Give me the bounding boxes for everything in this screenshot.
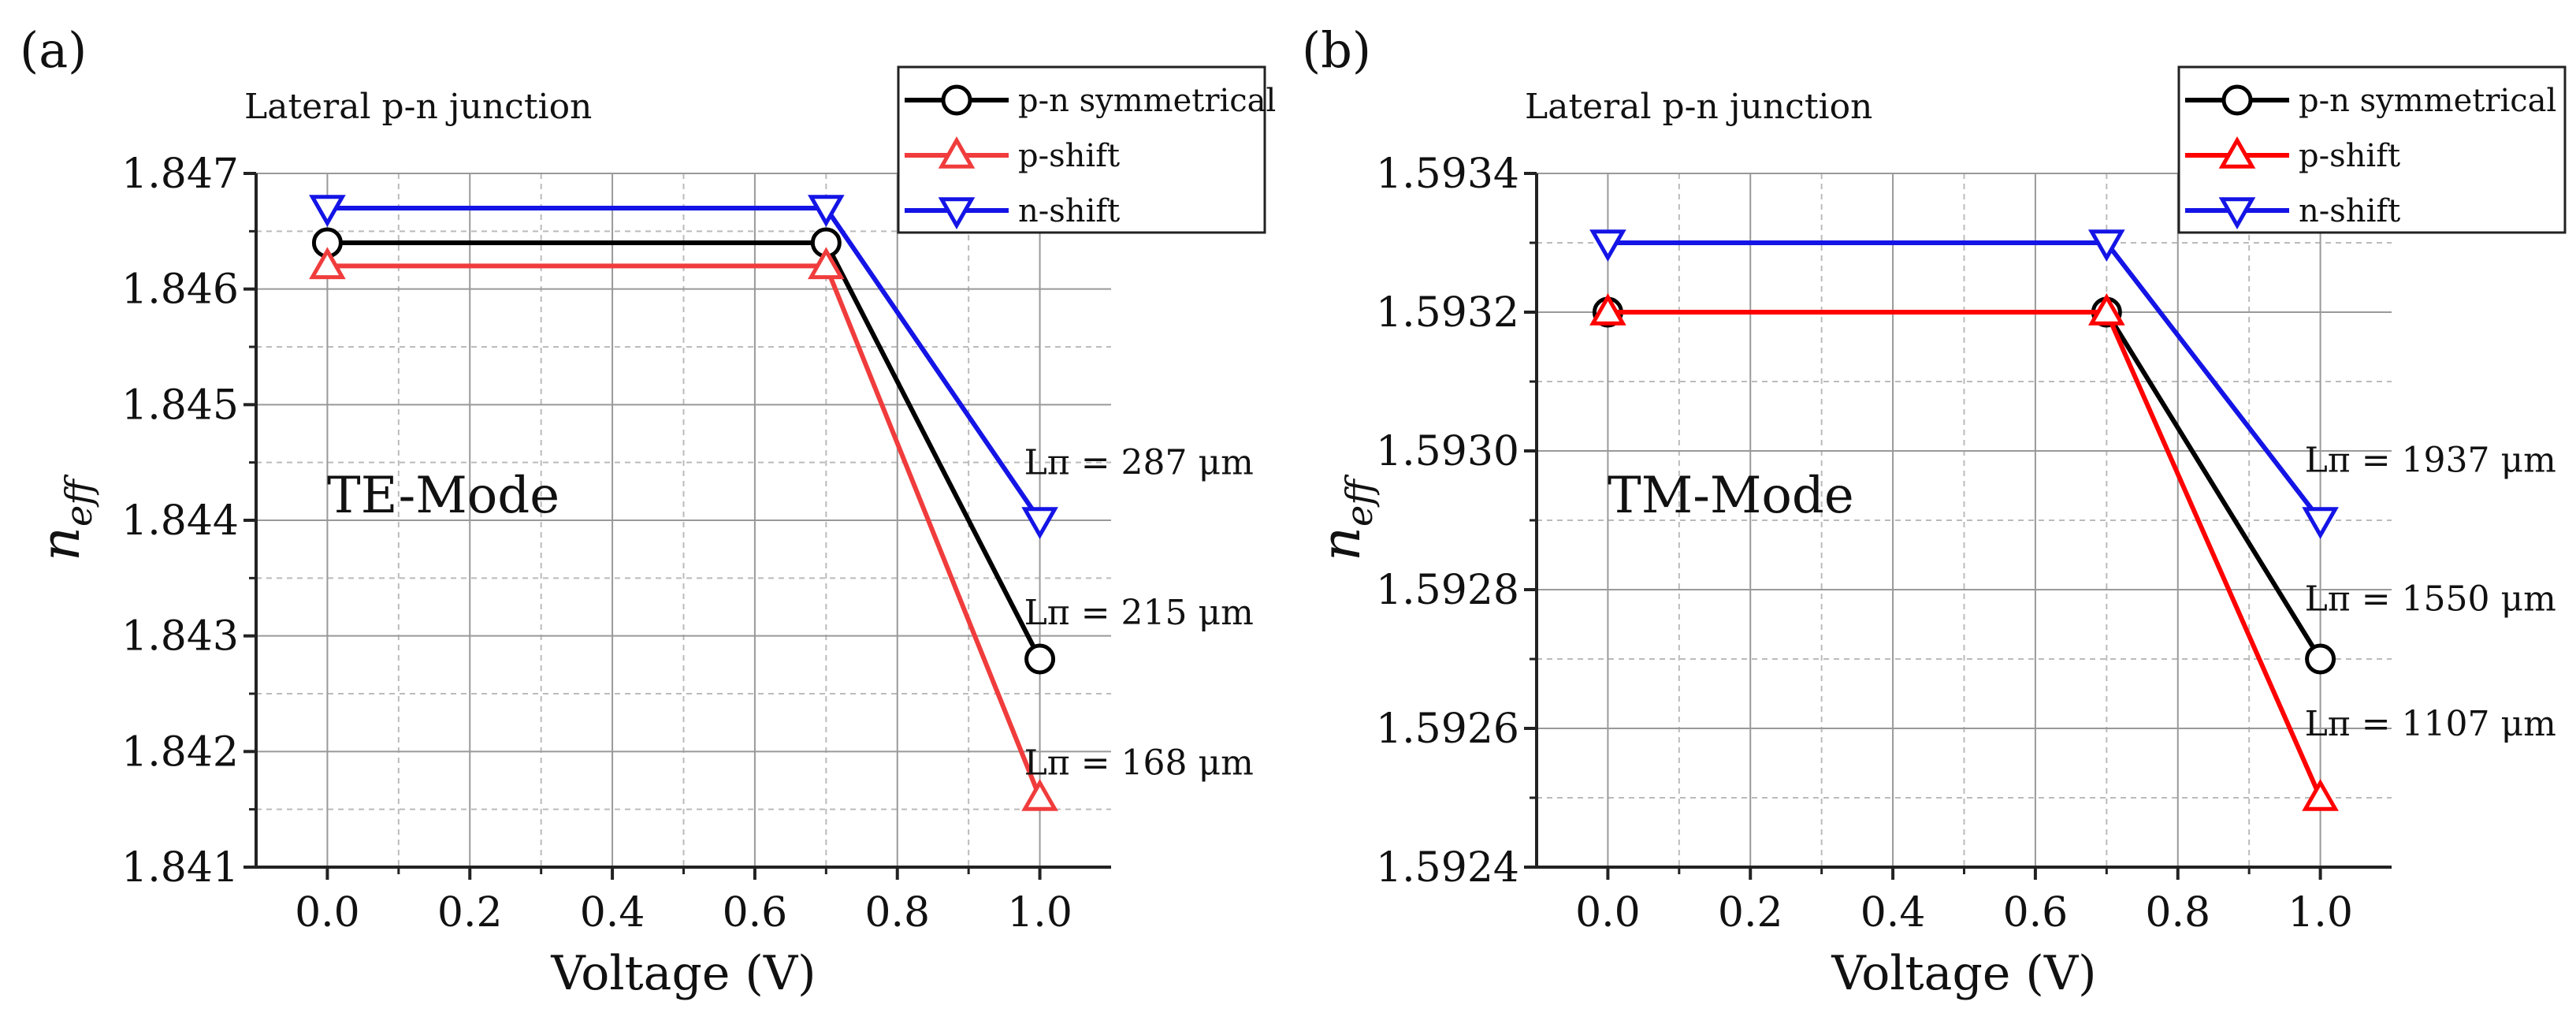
- legend: p-n symmetrical p-shift n-shift: [897, 65, 1276, 234]
- legend-marker: [2218, 136, 2256, 169]
- x-tick-label: 0.8: [864, 889, 930, 936]
- y-axis-title-subscript: eff: [1338, 474, 1381, 527]
- data-point: [1589, 229, 1626, 263]
- y-axis-title: neff: [30, 474, 100, 561]
- y-tick-label: 1.844: [121, 497, 239, 545]
- series-n-shift: [309, 195, 1058, 540]
- x-tick-label: 0.0: [295, 889, 360, 936]
- panel-label: (a): [20, 21, 87, 79]
- x-axis-title: Voltage (V): [1831, 946, 2096, 1001]
- legend-label: p-shift: [1018, 138, 1120, 174]
- legend-marker: [938, 197, 976, 230]
- y-tick-label: 1.845: [121, 382, 239, 429]
- x-tick-label: 0.2: [437, 889, 503, 936]
- series-p-shift: [1589, 292, 2339, 811]
- x-axis-title: Voltage (V): [550, 946, 816, 1001]
- mode-label: TE-Mode: [327, 467, 559, 525]
- grid-lines: [1537, 173, 2392, 868]
- x-tick-label: 1.0: [1007, 889, 1072, 936]
- legend-marker: [2218, 197, 2256, 230]
- y-axis-title-subscript: eff: [58, 474, 100, 527]
- data-point: [1021, 778, 1058, 811]
- y-tick-label: 1.846: [121, 266, 239, 314]
- y-tick-label: 1.841: [121, 844, 239, 892]
- x-tick-label: 0.6: [723, 889, 788, 936]
- series-n-shift: [1589, 229, 2339, 540]
- legend-marker: [2221, 84, 2253, 116]
- data-point: [2302, 507, 2339, 540]
- data-point: [2302, 778, 2339, 811]
- legend-label: p-n symmetrical: [1018, 83, 1276, 119]
- data-point: [1021, 507, 1058, 540]
- l-pi-annotation: Lπ = 1937 μm: [2305, 440, 2556, 480]
- data-point: [1589, 292, 1626, 326]
- x-tick-label: 0.0: [1575, 889, 1641, 936]
- l-pi-annotation: Lπ = 1550 μm: [2305, 579, 2556, 619]
- y-axis-title-main: n: [30, 527, 92, 561]
- data-point: [808, 247, 845, 280]
- y-tick-label: 1.5924: [1376, 844, 1519, 892]
- chart-subtitle: Lateral p-n junction: [244, 87, 592, 127]
- data-point: [808, 195, 845, 228]
- x-tick-label: 0.4: [580, 889, 645, 936]
- l-pi-annotation: Lπ = 287 μm: [1024, 442, 1254, 482]
- y-tick-label: 1.5934: [1376, 151, 1519, 198]
- legend-marker: [938, 136, 976, 169]
- data-point: [1024, 643, 1056, 675]
- y-tick-label: 1.5930: [1376, 428, 1519, 475]
- legend: p-n symmetrical p-shift n-shift: [2177, 65, 2567, 234]
- data-point: [309, 195, 346, 228]
- l-pi-annotation: Lπ = 215 μm: [1024, 593, 1254, 633]
- data-point: [2305, 643, 2336, 675]
- data-point: [309, 247, 346, 280]
- panel-label: (b): [1302, 21, 1371, 79]
- y-axis-title-main: n: [1310, 527, 1373, 561]
- y-tick-label: 1.843: [121, 613, 239, 661]
- series-p-n-symmetrical: [311, 227, 1056, 675]
- legend-label: p-n symmetrical: [2299, 83, 2556, 119]
- l-pi-annotation: Lπ = 168 μm: [1024, 743, 1254, 784]
- y-tick-label: 1.5932: [1376, 289, 1519, 337]
- series-p-shift: [309, 247, 1058, 811]
- x-tick-label: 1.0: [2288, 889, 2353, 936]
- mode-label: TM-Mode: [1608, 467, 1854, 525]
- chart-panel-b: (b) Lateral p-n junction 1.5924 1.5926 1.592…: [1302, 21, 2567, 1001]
- data-point: [2088, 229, 2125, 263]
- chart-subtitle: Lateral p-n junction: [1525, 87, 1872, 127]
- legend-label: n-shift: [1018, 193, 1120, 229]
- x-tick-label: 0.2: [1718, 889, 1783, 936]
- x-tick-label: 0.8: [2145, 889, 2210, 936]
- chart-panel-a: (a) Lateral p-n junction 1.841 1.842 1.843 1.…: [20, 21, 1276, 1001]
- y-tick-label: 1.5926: [1376, 706, 1519, 753]
- l-pi-annotation: Lπ = 1107 μm: [2305, 704, 2556, 744]
- y-tick-label: 1.842: [121, 728, 239, 776]
- y-tick-label: 1.847: [121, 151, 239, 198]
- legend-label: n-shift: [2299, 193, 2400, 229]
- data-point: [2088, 292, 2125, 326]
- y-tick-label: 1.5928: [1376, 567, 1519, 614]
- x-tick-label: 0.4: [1860, 889, 1926, 936]
- legend-marker: [941, 84, 972, 116]
- legend-label: p-shift: [2299, 138, 2400, 174]
- x-tick-label: 0.6: [2003, 889, 2069, 936]
- y-axis-title: neff: [1310, 474, 1381, 561]
